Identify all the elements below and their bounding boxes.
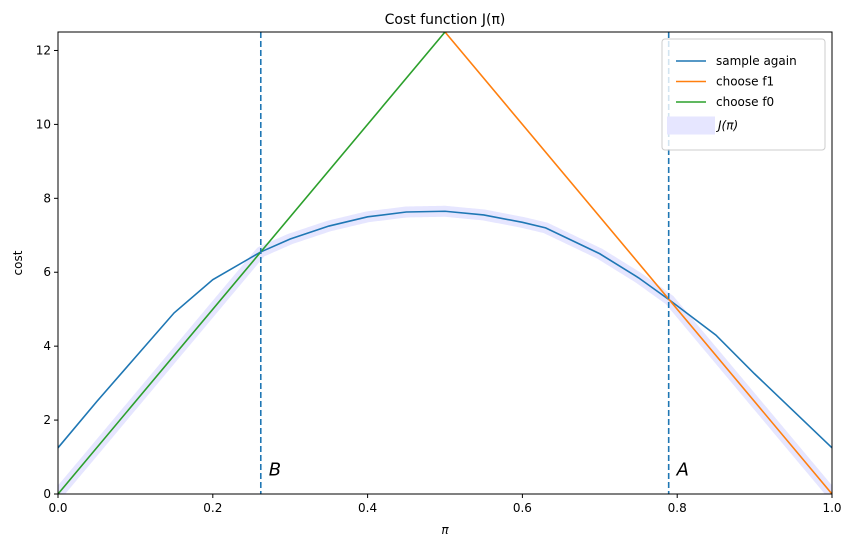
x-tick-label: 0.8 [668,501,687,515]
legend-swatch [667,116,715,135]
x-tick-label: 0.2 [203,501,222,515]
x-tick-label: 1.0 [822,501,841,515]
legend-label: J(π) [716,119,738,133]
series-choose-f0 [58,32,446,494]
legend-label: choose f0 [716,95,774,109]
x-tick-label: 0.0 [48,501,67,515]
vline-label-B: B [269,460,281,481]
legend: sample again choose f1 choose f0 J(π) [661,38,826,151]
y-tick-label: 6 [43,265,51,279]
y-tick-label: 4 [43,339,51,353]
x-tick-label: 0.6 [513,501,532,515]
series-sample-again [58,210,832,449]
legend-label: sample again [716,54,797,68]
series-choose-f1 [444,32,832,494]
x-axis-label: π [441,523,449,537]
vline-label-A: A [676,460,689,481]
y-tick-label: 12 [36,43,51,57]
chart-title: Cost function J(π) [385,12,506,28]
y-tick-label: 0 [43,487,51,501]
y-tick-label: 8 [43,191,51,205]
x-tick-label: 0.4 [358,501,377,515]
y-tick-label: 2 [43,413,51,427]
axes-frame [57,31,833,495]
series-j-pi [58,205,832,494]
y-tick-label: 10 [36,117,51,131]
y-axis-label: cost [11,250,25,275]
legend-label: choose f1 [716,75,774,89]
